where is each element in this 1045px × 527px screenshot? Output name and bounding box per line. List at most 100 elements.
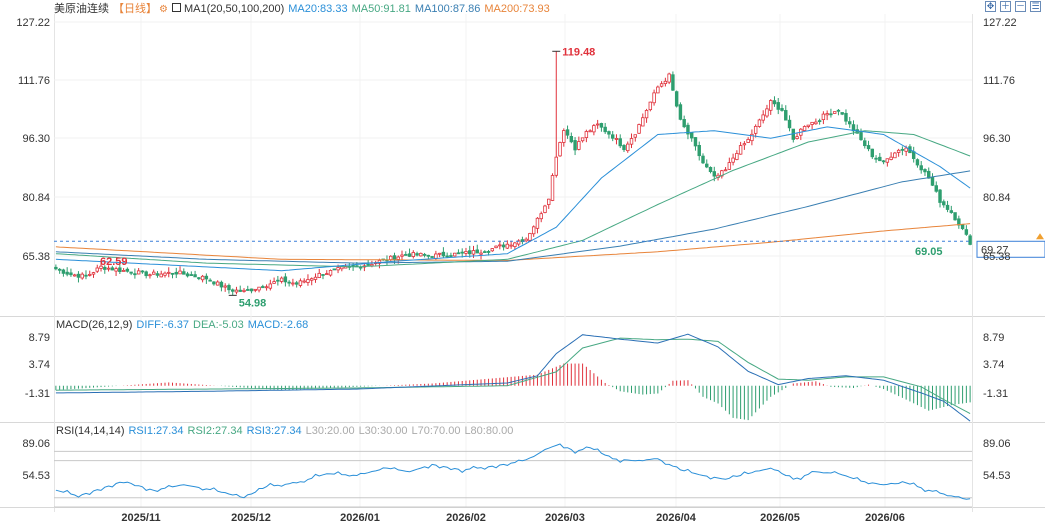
main-price-panel[interactable]: 69.27 119.48 54.98 62.59 69.05: [54, 46, 1045, 309]
candle: [310, 277, 314, 286]
macd-header: MACD(26,12,9) DIFF:-6.37 DEA:-5.03 MACD:-2.…: [56, 318, 312, 332]
candle-body: [885, 158, 890, 163]
candle-body: [524, 238, 528, 242]
candle-body: [118, 267, 122, 273]
low-annotation: 54.98: [239, 297, 267, 309]
candle: [626, 141, 630, 153]
candle-body: [784, 110, 788, 121]
candle-body: [392, 255, 397, 261]
candle-body: [411, 252, 416, 257]
candle-body: [588, 130, 592, 133]
candle-body: [294, 282, 299, 285]
candle-body: [159, 273, 163, 278]
candle: [900, 146, 905, 156]
candle: [595, 119, 600, 129]
candle-body: [656, 86, 660, 94]
candle: [69, 268, 73, 277]
macd-tick-right-0: 8.79: [983, 332, 1004, 344]
period-label[interactable]: 【日线】: [113, 3, 157, 15]
candle: [866, 140, 871, 152]
candle: [592, 123, 596, 136]
candle-body: [693, 137, 698, 147]
candles: [54, 51, 972, 296]
candle: [569, 132, 574, 144]
candle: [889, 152, 893, 161]
candle-body: [501, 244, 506, 248]
candle: [385, 255, 389, 266]
rsi-panel[interactable]: [54, 443, 972, 508]
candle-body: [61, 269, 66, 274]
candle: [167, 267, 171, 278]
candle: [817, 118, 822, 125]
settings-icon[interactable]: ☰: [1030, 1, 1041, 12]
dea-value: DEA:-5.03: [193, 319, 244, 331]
candle: [870, 148, 875, 159]
rsi-header: RSI(14,14,14) RSI1:27.34 RSI2:27.34 RSI3:27…: [56, 424, 517, 438]
zoom-out-icon[interactable]: －: [1015, 1, 1026, 12]
candle-body: [264, 286, 269, 289]
candle-body: [121, 270, 126, 272]
candle: [208, 278, 212, 282]
candle: [389, 255, 393, 262]
candle-body: [170, 272, 175, 275]
candle: [738, 141, 743, 155]
candle-body: [389, 255, 393, 261]
l30-value: L30:30.00: [358, 425, 408, 437]
candle-body: [163, 272, 167, 276]
candle: [483, 250, 487, 253]
candle-body: [686, 124, 690, 135]
candle-body: [151, 271, 156, 275]
date-tick-4: 2026/03: [545, 512, 585, 524]
candle: [230, 288, 235, 296]
price-tick-left-1: 111.76: [18, 75, 50, 87]
candle: [810, 121, 814, 130]
ma20-value: MA20:83.33: [288, 3, 348, 15]
current-price-value: 69.27: [981, 244, 1009, 256]
candle: [272, 277, 276, 284]
candle: [151, 269, 156, 275]
candle: [215, 280, 220, 286]
price-tick-left-4: 65.38: [22, 251, 50, 263]
rsi1-value: RSI1:27.34: [128, 425, 184, 437]
candle: [313, 273, 318, 283]
candle-body: [802, 126, 807, 131]
candle-body: [189, 274, 194, 276]
candle: [276, 275, 280, 286]
lock-icon: [171, 3, 181, 12]
candle-body: [927, 170, 931, 179]
candle-body: [776, 102, 780, 110]
candle: [802, 125, 807, 132]
candle-body: [543, 205, 547, 213]
zoom-in-icon[interactable]: ＋: [1000, 1, 1011, 12]
candle: [765, 104, 769, 118]
candle-body: [185, 273, 190, 277]
candle-body: [731, 157, 735, 163]
candle: [54, 264, 58, 271]
candle: [949, 205, 954, 214]
candle: [76, 271, 81, 283]
price-tick-right-0: 127.22: [983, 17, 1017, 29]
candle-body: [167, 271, 171, 274]
candle-body: [787, 119, 792, 129]
candle-body: [69, 272, 73, 276]
macd-tick-right-2: -1.31: [983, 388, 1008, 400]
candle-body: [671, 74, 675, 91]
settings-icon[interactable]: ⚙: [159, 4, 168, 15]
candle-body: [607, 131, 611, 135]
candle-body: [84, 274, 88, 277]
candle-body: [712, 171, 716, 177]
candle-body: [836, 109, 841, 112]
candle: [125, 267, 130, 273]
candle-body: [144, 271, 148, 277]
macd-panel[interactable]: [55, 333, 971, 422]
candle-body: [569, 136, 574, 143]
candle-body: [881, 160, 886, 163]
candle: [72, 273, 77, 277]
fullscreen-icon[interactable]: ✥: [985, 1, 996, 12]
candle: [547, 198, 551, 209]
candle-body: [535, 217, 540, 229]
candle-body: [95, 267, 99, 272]
ma100-value: MA100:87.86: [414, 3, 481, 15]
candle-body: [234, 289, 239, 293]
